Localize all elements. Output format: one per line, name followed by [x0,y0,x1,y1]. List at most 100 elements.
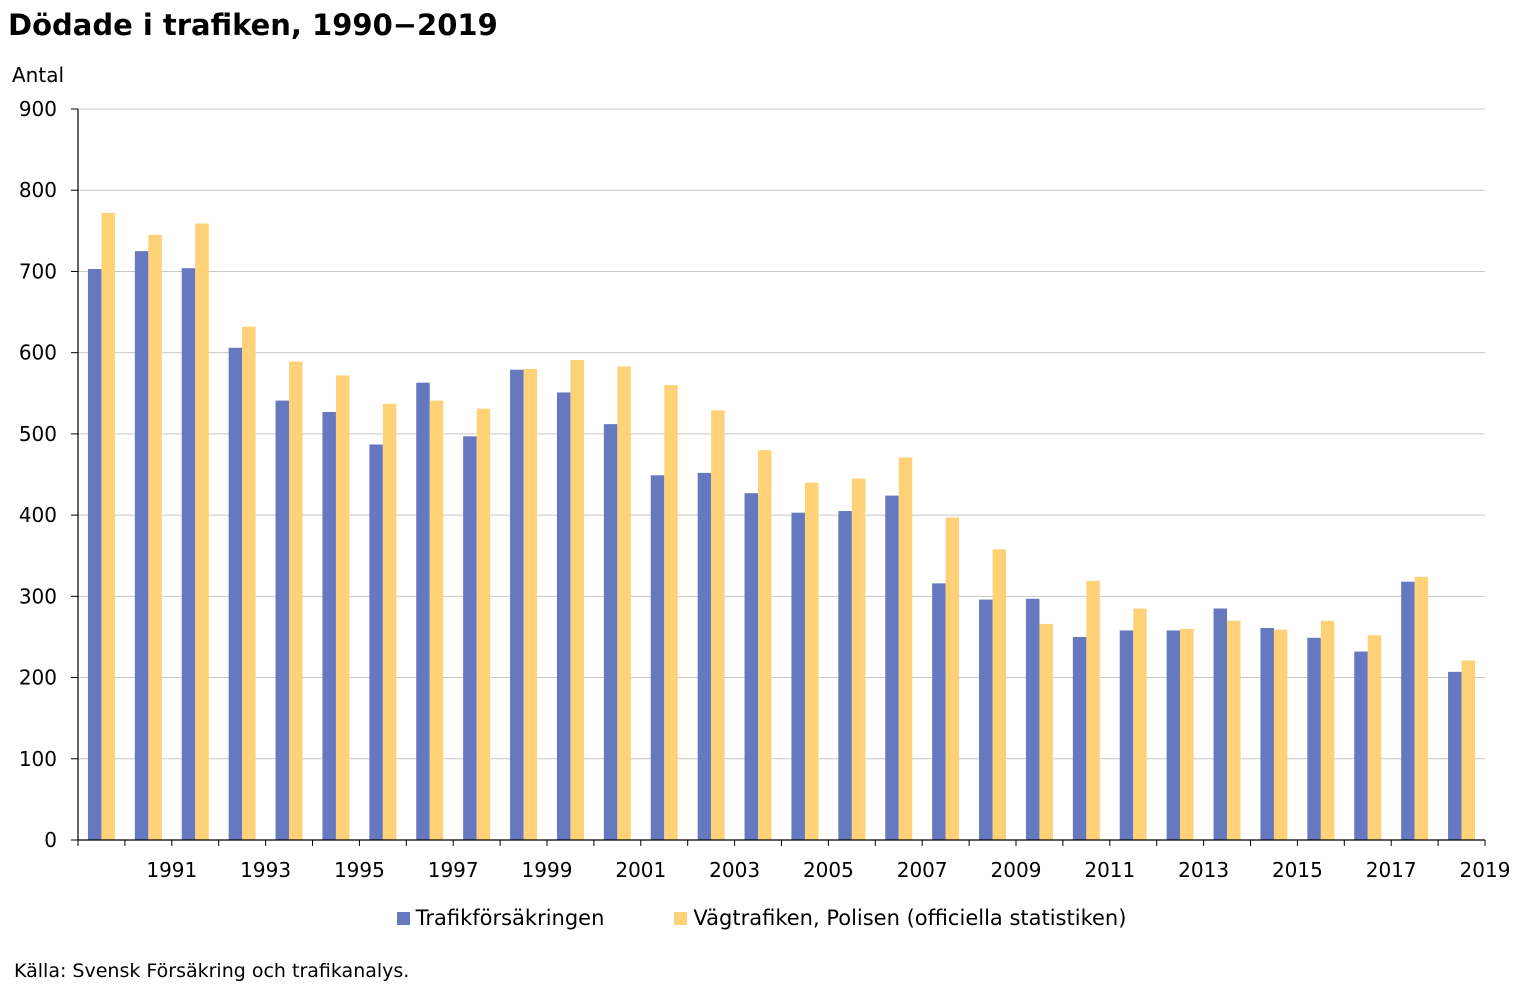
bar-trafikforsakringen [228,347,243,840]
bar-trafikforsakringen [1354,651,1368,840]
bar-trafikforsakringen [603,424,618,840]
bar-trafikforsakringen [181,268,196,840]
bar-polisen [335,375,350,840]
bar-polisen [804,482,819,840]
y-tick-label: 500 [19,422,57,446]
bar-trafikforsakringen [369,444,383,840]
y-tick-label: 400 [19,503,57,527]
x-tick-label: 2019 [1460,858,1511,882]
bar-polisen [289,361,303,840]
bar-trafikforsakringen [979,599,993,840]
y-axis-label: Antal [12,63,64,87]
y-tick-label: 200 [19,666,57,690]
y-tick-label: 600 [19,341,57,365]
legend-label: Vägtrafiken, Polisen (officiella statist… [693,906,1127,930]
legend-swatch [674,911,688,925]
bar-polisen [148,234,162,841]
bar-polisen [758,450,772,840]
bar-trafikforsakringen [1213,608,1228,840]
bar-trafikforsakringen [838,511,852,840]
bar-polisen [898,457,913,840]
bar-polisen [851,478,866,840]
x-tick-label: 1999 [522,858,573,882]
y-tick-label: 700 [19,259,57,283]
legend-item-polisen: Vägtrafiken, Polisen (officiella statist… [674,906,1126,930]
bar-polisen [1273,629,1288,840]
x-tick-label: 1991 [146,858,197,882]
bar-polisen [1180,628,1194,840]
chart-title: Dödade i trafiken, 1990−2019 [8,8,498,42]
tick-labels: 0 100 200 300 400 500 600 700 800 900 Antal 1991 199… [12,63,1510,882]
x-tick-label: 2013 [1178,858,1229,882]
bar-polisen [242,326,256,841]
bar-polisen [382,403,397,840]
bar-polisen [1227,620,1241,840]
legend-label: Trafikförsäkringen [415,906,605,930]
axes [71,108,1486,846]
bar-polisen [1414,576,1429,840]
bar-trafikforsakringen [1072,636,1087,840]
y-tick-label: 100 [19,747,57,771]
bar-trafikforsakringen [510,369,524,840]
x-tick-label: 2001 [615,858,666,882]
bar-polisen [945,517,960,840]
x-tick-label: 1997 [428,858,479,882]
gridlines [78,108,1485,760]
bar-trafikforsakringen [1166,630,1181,840]
x-tick-label: 2007 [897,858,948,882]
bars [87,212,1476,841]
bar-polisen [101,212,115,840]
legend: Trafikförsäkringen Vägtrafiken, Polisen … [0,906,1523,930]
bar-trafikforsakringen [416,382,430,840]
bar-trafikforsakringen [1025,598,1040,840]
bar-trafikforsakringen [1260,628,1274,840]
bar-trafikforsakringen [932,583,946,840]
bar-polisen [1320,620,1335,840]
x-tick-label: 2015 [1272,858,1323,882]
bar-trafikforsakringen [791,512,805,840]
bar-polisen [1039,623,1053,840]
bar-trafikforsakringen [134,251,149,840]
bar-trafikforsakringen [1401,581,1415,840]
bar-polisen [664,385,678,840]
bar-trafikforsakringen [1119,630,1134,840]
x-tick-label: 2005 [803,858,854,882]
bar-trafikforsakringen [463,436,477,840]
legend-item-trafikforsakringen: Trafikförsäkringen [396,906,605,930]
y-tick-label: 300 [19,584,57,608]
x-tick-label: 2017 [1366,858,1417,882]
bar-polisen [711,410,725,840]
bar-polisen [1086,580,1100,840]
bar-trafikforsakringen [744,493,759,840]
bar-polisen [429,400,444,840]
bar-trafikforsakringen [885,495,899,840]
bar-polisen [523,368,538,840]
y-tick-label: 0 [44,828,57,852]
bar-trafikforsakringen [650,475,665,840]
x-tick-label: 1993 [240,858,291,882]
legend-swatch [396,911,410,925]
bar-trafikforsakringen [1448,671,1462,840]
x-tick-label: 2011 [1084,858,1135,882]
bar-polisen [476,408,491,840]
x-tick-label: 1995 [334,858,385,882]
bar-trafikforsakringen [697,472,712,840]
y-tick-label: 900 [19,97,57,121]
x-tick-label: 2003 [709,858,760,882]
y-tick-label: 800 [19,178,57,202]
bar-trafikforsakringen [322,411,336,840]
bar-polisen [1133,608,1147,840]
bar-trafikforsakringen [275,400,290,840]
bar-polisen [570,359,584,840]
bar-polisen [1461,660,1476,840]
bar-polisen [195,223,209,841]
bar-trafikforsakringen [87,269,102,840]
bar-polisen [1367,635,1382,840]
bar-trafikforsakringen [1307,637,1321,840]
x-tick-label: 2009 [991,858,1042,882]
bar-trafikforsakringen [556,392,571,840]
source-note: Källa: Svensk Försäkring och trafikanaly… [14,960,410,982]
bar-polisen [617,366,631,840]
bar-polisen [992,549,1007,840]
